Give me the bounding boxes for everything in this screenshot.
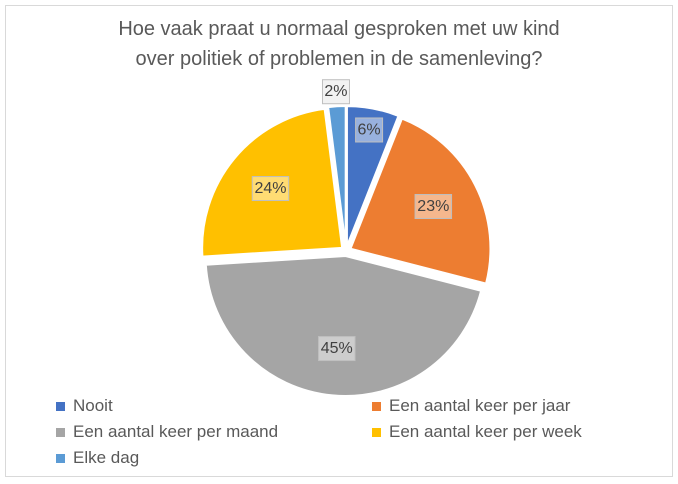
legend-item-1: Nooit: [56, 396, 113, 416]
data-label-5: 2%: [321, 79, 350, 105]
chart-title: Hoe vaak praat u normaal gesproken met u…: [0, 14, 678, 74]
chart-title-line-2: over politiek of problemen in de samenle…: [135, 48, 543, 70]
data-label-2: 23%: [414, 194, 453, 220]
data-label-text-2: 23%: [417, 198, 449, 215]
pie-slice-1: [345, 105, 400, 247]
data-label-box-3: [318, 336, 356, 362]
data-label-box-5: [321, 79, 350, 105]
data-label-text-4: 24%: [254, 180, 286, 197]
data-label-box-2: [414, 194, 453, 220]
legend-item-2: Een aantal keer per jaar: [372, 396, 570, 416]
pie-slice-2: [349, 117, 492, 285]
legend-label-3: Een aantal keer per maand: [73, 422, 279, 441]
chart-title-line-1: Hoe vaak praat u normaal gesproken met u…: [118, 18, 560, 40]
legend-item-5: Elke dag: [56, 448, 139, 468]
legend-swatch-5: [56, 453, 65, 463]
data-label-4: 24%: [251, 176, 290, 202]
legend-label-1: Nooit: [73, 396, 113, 415]
legend-swatch-1: [56, 401, 65, 411]
legend-label-2: Een aantal keer per jaar: [389, 396, 571, 415]
data-label-box-1: [355, 117, 384, 143]
data-label-text-1: 6%: [358, 121, 381, 138]
data-label-text-3: 45%: [321, 340, 353, 357]
legend-label-4: Een aantal keer per week: [389, 422, 582, 441]
legend-item-3: Een aantal keer per maand: [56, 422, 278, 442]
pie-slice-4: [201, 107, 344, 258]
legend-swatch-2: [372, 401, 381, 411]
legend-swatch-4: [372, 427, 381, 437]
data-label-box-4: [251, 176, 290, 202]
legend-label-5: Elke dag: [73, 448, 140, 467]
data-label-text-5: 2%: [324, 83, 347, 100]
legend-swatch-3: [56, 427, 65, 437]
legend-item-4: Een aantal keer per week: [372, 422, 582, 442]
pie-slice-5: [327, 105, 347, 247]
data-label-3: 45%: [318, 336, 356, 362]
pie-slice-3: [204, 254, 483, 397]
data-label-1: 6%: [355, 117, 384, 143]
